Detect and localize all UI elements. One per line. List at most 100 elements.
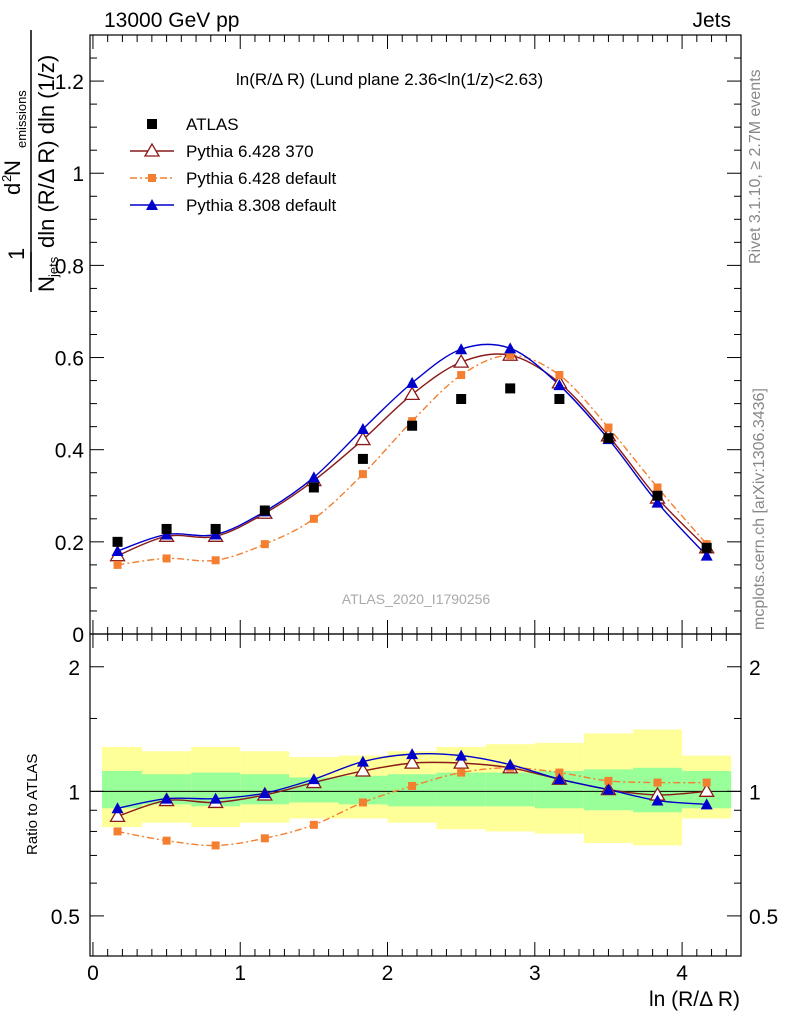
ratio-series-1-point — [358, 798, 367, 807]
series-2-point — [162, 554, 171, 563]
ratio-series-2-point — [602, 783, 615, 795]
series-1-point — [453, 353, 470, 368]
atlas-data-point — [210, 523, 221, 534]
ratio-series-1-point — [309, 820, 318, 829]
atlas-data-point — [456, 394, 467, 405]
ratio-series-2-point — [504, 758, 517, 770]
y-axis-label-part: 1 — [4, 248, 29, 260]
ratio-frame — [89, 633, 742, 957]
ratio-series-2-point — [406, 748, 419, 760]
ratio-series-0-point — [109, 808, 126, 823]
series-3-point — [504, 342, 517, 354]
ratio-series-1-point — [260, 834, 269, 843]
atlas-data-point — [505, 383, 516, 394]
y-tick-label: 0.4 — [55, 440, 85, 463]
atlas-data-point — [701, 542, 712, 553]
ratio-y-tick-label-right: 1 — [749, 781, 761, 804]
x-tick-label: 0 — [87, 962, 99, 985]
y-tick-label: 0.6 — [55, 348, 84, 371]
ratio-series-2-point — [209, 792, 222, 804]
legend-label-1: Pythia 6.428 370 — [186, 142, 314, 161]
ratio-series-2-point — [651, 794, 664, 806]
ratio-y-tick-label: 1 — [68, 781, 80, 804]
ratio-series-2-point — [160, 792, 173, 804]
y-tick-label: 0.8 — [55, 255, 84, 278]
atlas-data-point — [652, 490, 663, 501]
ratio-series-2-point — [700, 798, 713, 810]
x-tick-label: 4 — [676, 962, 688, 985]
series-1-point — [403, 386, 421, 401]
rivet-version-label: Rivet 3.1.10, ≥ 2.7M events — [747, 69, 764, 264]
legend-label-2: Pythia 6.428 default — [186, 169, 337, 188]
ratio-y-tick-label-right: 0.5 — [749, 906, 778, 929]
ratio-series-1-point — [408, 782, 417, 791]
series-2-point — [506, 351, 515, 360]
y-axis-label-part: N — [34, 276, 59, 292]
y-tick-label: 0.2 — [55, 532, 84, 555]
series-3-point — [111, 545, 124, 557]
ratio-y-axis-label: Ratio to ATLAS — [24, 754, 41, 855]
atlas-data-point — [603, 433, 614, 444]
series-1-point — [354, 431, 372, 446]
ratio-series-2-point — [356, 755, 369, 767]
series-2-point — [653, 483, 662, 492]
uncertainty-band-inner — [436, 772, 486, 807]
legend-label-0: ATLAS — [186, 115, 239, 134]
series-2-point — [604, 423, 613, 432]
uncertainty-band-inner — [485, 772, 535, 807]
series-3-point — [406, 376, 419, 388]
analysis-id-label: ATLAS_2020_I1790256 — [342, 591, 491, 607]
uncertainty-band-inner — [387, 774, 437, 807]
atlas-data-point — [161, 523, 172, 534]
series-2-point — [113, 560, 122, 569]
ratio-series-2-point — [455, 749, 468, 761]
ratio-series-1-point — [211, 841, 220, 850]
series-line-3 — [117, 343, 708, 557]
atlas-data-point — [357, 453, 368, 464]
legend-marker-0 — [147, 119, 157, 129]
ratio-series-0-point — [354, 762, 372, 777]
ratio-series-1-point — [653, 778, 662, 787]
y-axis-label-part: d — [0, 183, 25, 195]
ratio-series-1-point — [702, 778, 711, 787]
series-3-point — [700, 549, 713, 561]
x-tick-label: 2 — [382, 962, 394, 985]
ratio-series-2-point — [258, 787, 271, 799]
plot-title: ln(R/Δ R) (Lund plane 2.36<ln(1/z)<2.63) — [236, 70, 543, 89]
ratio-series-2-point — [553, 773, 566, 785]
series-3-point — [307, 471, 320, 483]
ratio-y-tick-label-right: 2 — [749, 657, 761, 680]
series-3-point — [553, 379, 566, 391]
legend-label-3: Pythia 8.308 default — [186, 196, 337, 215]
legend-marker-1 — [143, 142, 161, 157]
ratio-series-2-point — [307, 773, 320, 785]
atlas-data-point — [308, 482, 319, 493]
series-2-point — [309, 514, 318, 523]
series-3-point — [209, 528, 222, 540]
atlas-data-point — [112, 536, 123, 547]
x-tick-label: 3 — [529, 962, 541, 985]
atlas-data-point — [407, 420, 418, 431]
ratio-series-0-point — [698, 783, 715, 797]
series-3-point — [455, 343, 468, 355]
main-panel: 0 0.2 0.4 0.6 0.8 1 1.2 ln(R/Δ R) (Lund plane 2… — [0, 30, 742, 647]
mcplots-label: mcplots.cern.ch [arXiv:1306.3436] — [751, 388, 768, 630]
ratio-series-0-point — [453, 754, 470, 769]
ratio-series-1-point — [162, 836, 171, 845]
legend-marker-2 — [148, 174, 156, 182]
ratio-series-2-point — [111, 802, 124, 814]
energy-label: 13000 GeV pp — [104, 9, 239, 32]
series-3-point — [651, 496, 664, 508]
y-axis-label-part: 2 — [0, 175, 14, 182]
ratio-series-0-point — [403, 754, 421, 769]
y-axis-label-part: dln (R/Δ R) dln (1/z) — [34, 55, 59, 248]
ratio-series-1-point — [604, 776, 613, 785]
y-tick-label: 1.2 — [55, 71, 84, 94]
series-2-point — [211, 556, 220, 565]
series-2-point — [555, 371, 564, 380]
process-label: Jets — [692, 9, 731, 32]
ratio-y-tick-label: 0.5 — [51, 906, 80, 929]
x-axis-label: ln (R/Δ R) — [649, 988, 740, 1011]
series-2-point — [457, 371, 466, 380]
